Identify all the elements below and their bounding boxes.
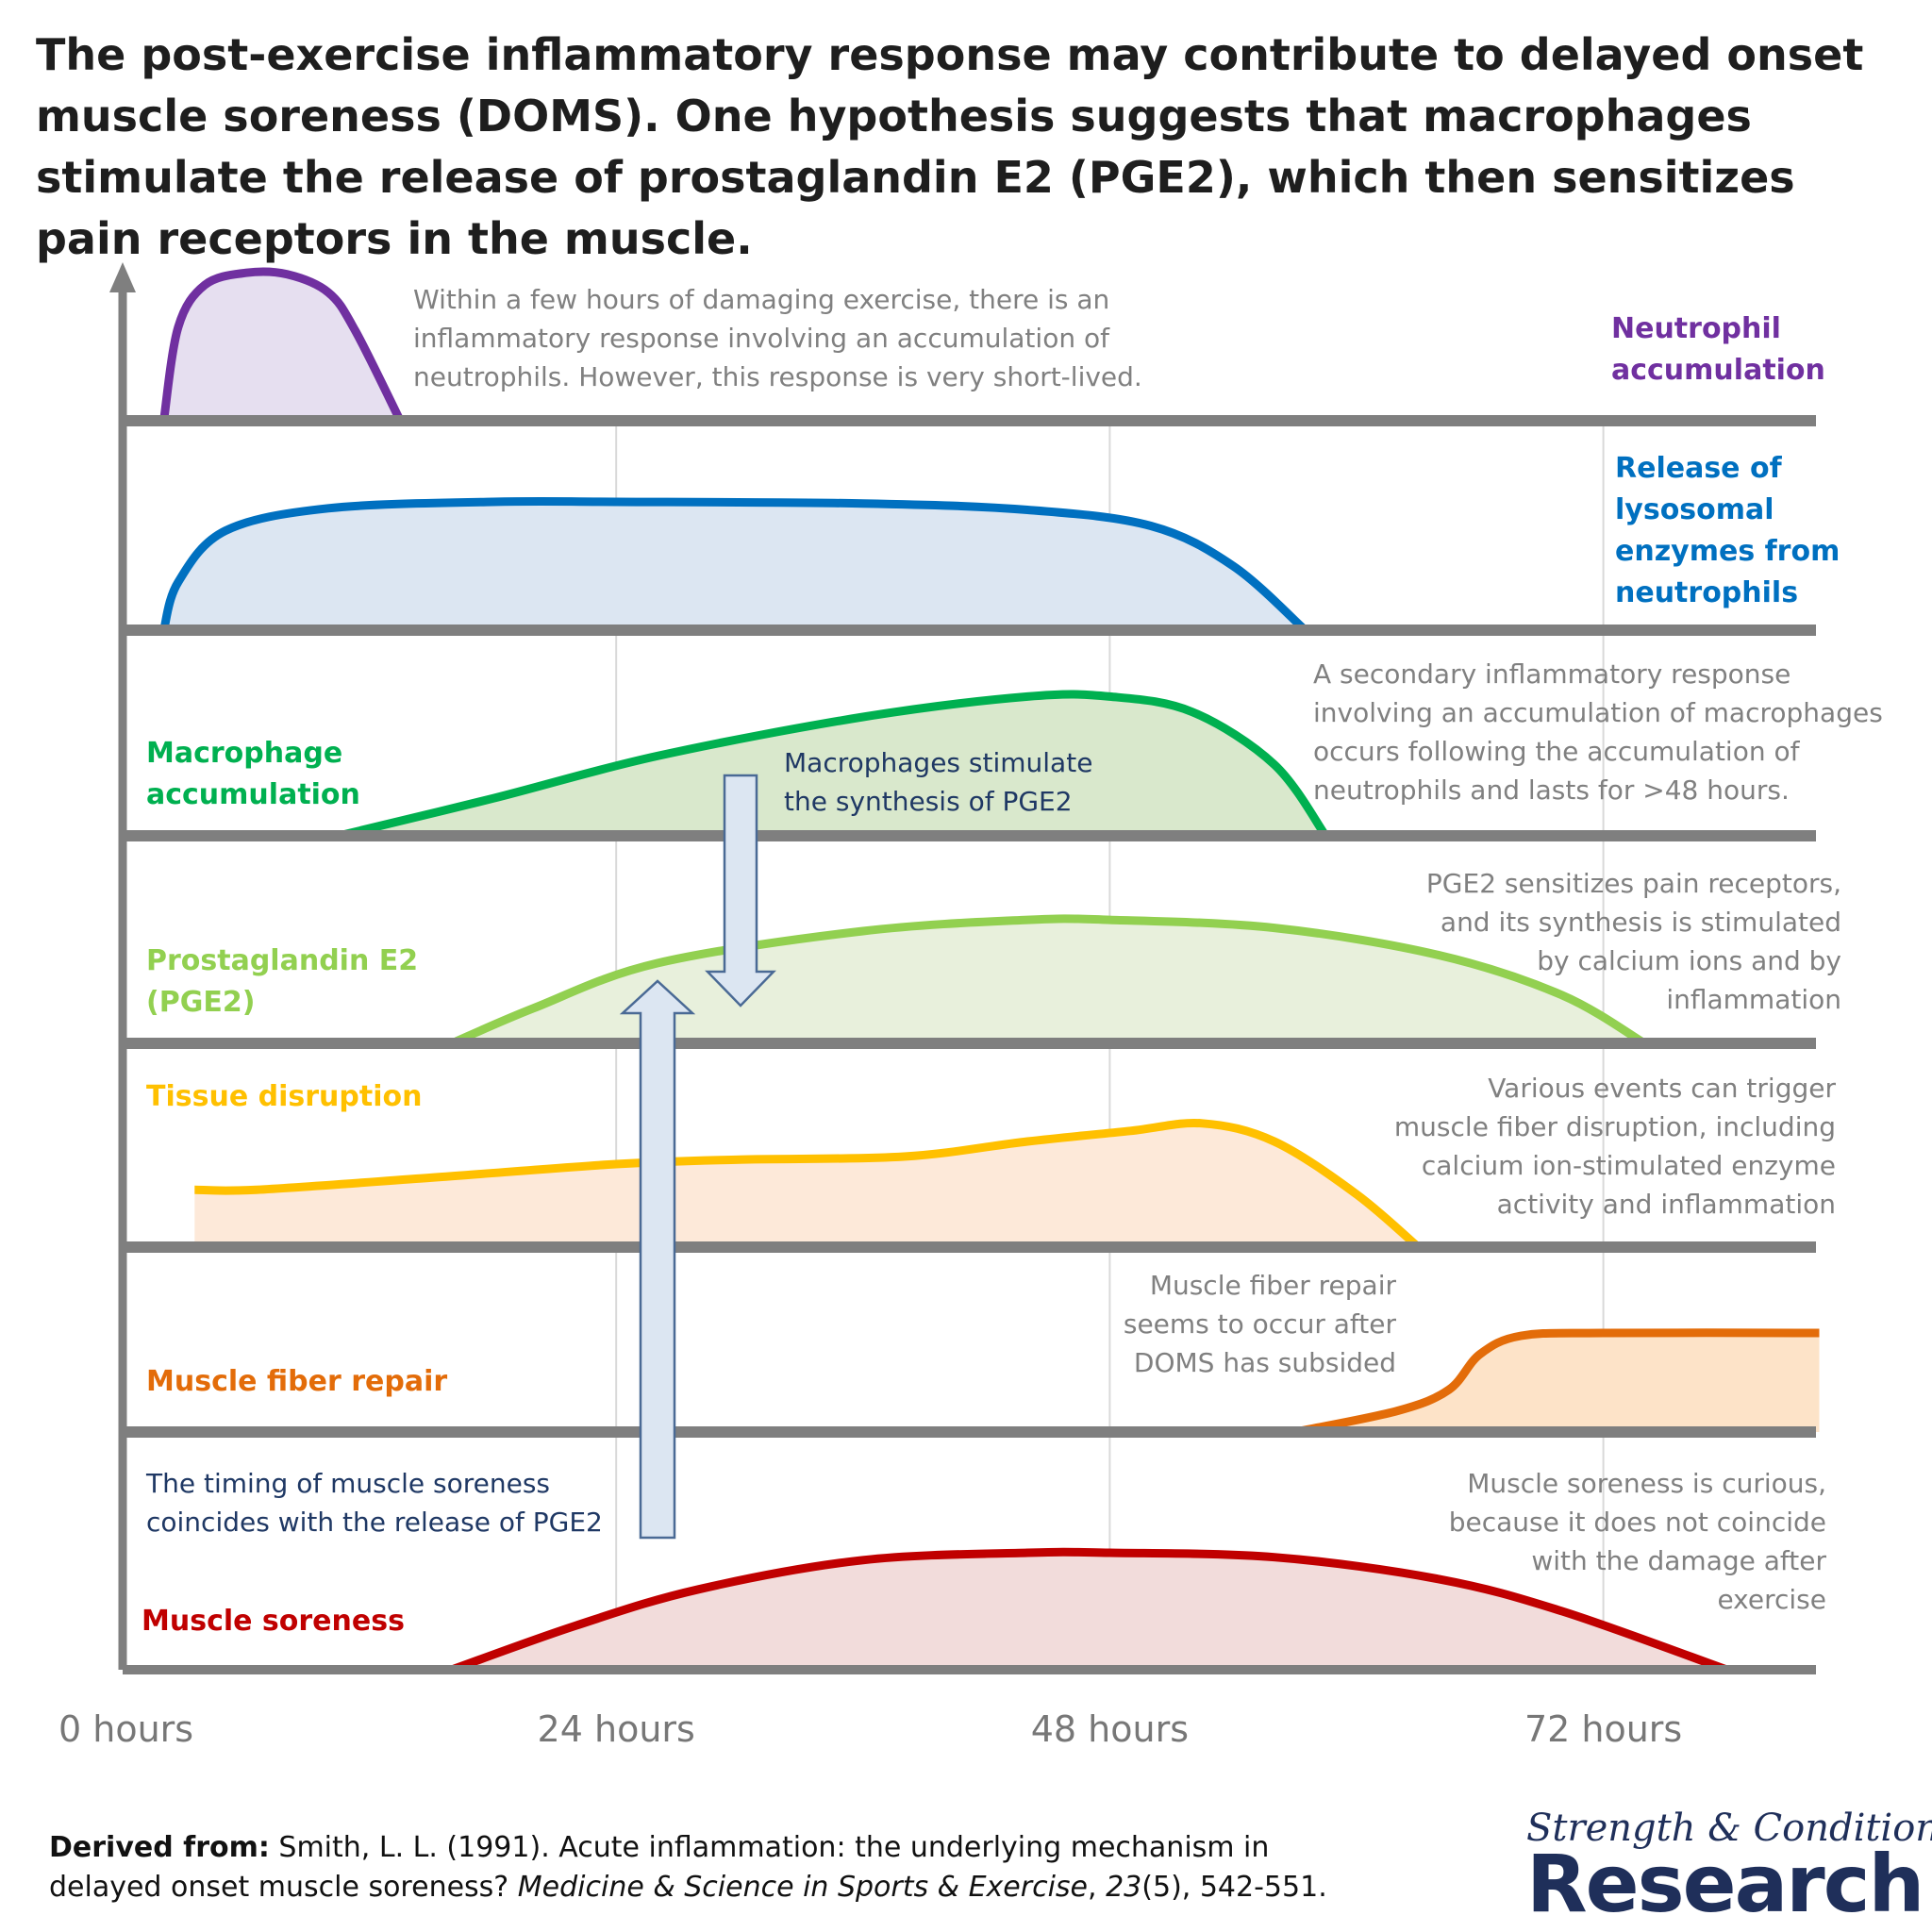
note-repair-line: DOMS has subsided	[1134, 1347, 1396, 1378]
row-label-pge2-line: Prostaglandin E2	[146, 944, 418, 977]
row-label-lysosomal-line: Release of	[1615, 452, 1783, 485]
row-label-macrophage-line: accumulation	[146, 778, 360, 811]
note-tissue-line: activity and inflammation	[1497, 1189, 1836, 1220]
row-label-lysosomal-line: lysosomal	[1615, 493, 1774, 526]
curve-fill-tissue	[194, 1123, 1419, 1247]
row-label-lysosomal: Release of lysosomal enzymes from neutrophi…	[1615, 452, 1840, 609]
note-soreness-line: exercise	[1717, 1584, 1826, 1615]
row-label-tissue: Tissue disruption	[146, 1080, 422, 1113]
note-macrophage-pge2-line: the synthesis of PGE2	[784, 786, 1073, 817]
note-pge2-line: PGE2 sensitizes pain receptors,	[1426, 868, 1841, 899]
up-arrow-pge2-to-soreness	[619, 979, 696, 1540]
row-label-repair-line: Muscle fiber repair	[146, 1365, 447, 1398]
note-pge2-line: by calcium ions and by	[1537, 945, 1841, 976]
x-axis-ticks: 0 hours 24 hours 48 hours 72 hours	[58, 1708, 1682, 1750]
brand-logo: Strength & Conditioning Research	[1526, 1807, 1932, 1930]
note-soreness-line: Muscle soreness is curious,	[1467, 1468, 1826, 1499]
note-pge2: PGE2 sensitizes pain receptors, and its s…	[1426, 868, 1841, 1015]
note-soreness: Muscle soreness is curious, because it do…	[1449, 1468, 1827, 1615]
row-label-lysosomal-line: enzymes from	[1615, 535, 1840, 568]
row-label-macrophage-line: Macrophage	[146, 737, 342, 770]
note-timing-line: The timing of muscle soreness	[145, 1468, 550, 1499]
note-repair: Muscle fiber repair seems to occur after D…	[1124, 1270, 1397, 1378]
note-macrophage: A secondary inflammatory response involvi…	[1313, 658, 1883, 806]
down-arrow-macrophage-to-pge2	[705, 774, 776, 1008]
note-macrophage-line: neutrophils and lasts for >48 hours.	[1313, 774, 1790, 806]
labels-and-notes: Neutrophil accumulation Release of lysosoma…	[142, 284, 1883, 1638]
row-label-tissue-line: Tissue disruption	[146, 1080, 422, 1113]
curve-line-soreness	[450, 1547, 1728, 1674]
citation-volume: 23	[1106, 1871, 1142, 1904]
note-tissue-line: calcium ion-stimulated enzyme	[1422, 1150, 1836, 1181]
note-macrophage-pge2-line: Macrophages stimulate	[784, 747, 1092, 778]
x-tick-label-24h: 24 hours	[538, 1708, 695, 1750]
note-pge2-line: and its synthesis is stimulated	[1441, 907, 1841, 938]
curve-line-repair	[1293, 1328, 1820, 1437]
citation: Derived from: Smith, L. L. (1991). Acute…	[49, 1828, 1351, 1907]
x-tick-label-48h: 48 hours	[1031, 1708, 1189, 1750]
note-pge2-line: inflammation	[1666, 984, 1841, 1015]
citation-journal: Medicine & Science in Sports & Exercise	[517, 1871, 1089, 1904]
x-tick-label-72h: 72 hours	[1524, 1708, 1682, 1750]
curve-fill-macrophage	[338, 694, 1326, 836]
x-tick-label-0h: 0 hours	[58, 1708, 193, 1750]
curve-fill-lysosomal	[163, 501, 1306, 630]
note-tissue-line: Various events can trigger	[1488, 1073, 1836, 1104]
curve-fill-soreness	[451, 1552, 1727, 1670]
curve-line-tissue	[194, 1118, 1422, 1251]
row-label-neutrophil-line: Neutrophil	[1611, 312, 1781, 345]
row-label-soreness-line: Muscle soreness	[142, 1605, 405, 1638]
curve-line-macrophage	[337, 690, 1330, 841]
note-macrophage-line: involving an accumulation of macrophages	[1313, 697, 1883, 728]
row-label-repair: Muscle fiber repair	[146, 1365, 447, 1398]
note-neutrophil-line: Within a few hours of damaging exercise,…	[413, 284, 1109, 315]
note-soreness-line: because it does not coincide	[1449, 1507, 1826, 1538]
brand-script-text: Strength & Conditioning	[1526, 1807, 1932, 1850]
brand-main-text: Research	[1526, 1838, 1924, 1930]
axes	[109, 262, 136, 1670]
row-baselines	[123, 415, 1816, 1674]
curve-line-pge2	[450, 914, 1647, 1048]
row-label-neutrophil-line: accumulation	[1611, 354, 1825, 387]
note-neutrophil-line: inflammatory response involving an accum…	[413, 323, 1110, 354]
row-label-lysosomal-line: neutrophils	[1615, 576, 1798, 609]
row-label-pge2: Prostaglandin E2 (PGE2)	[146, 944, 418, 1019]
citation-sep: ,	[1088, 1871, 1107, 1904]
note-repair-line: Muscle fiber repair	[1150, 1270, 1397, 1301]
citation-text: Smith, L. L. (1991). Acute inflammation:…	[49, 1831, 1270, 1904]
note-neutrophil-line: neutrophils. However, this response is v…	[413, 361, 1142, 392]
note-macrophage-line: occurs following the accumulation of	[1313, 736, 1801, 767]
row-label-soreness: Muscle soreness	[142, 1605, 405, 1638]
y-axis-arrowhead	[109, 262, 136, 292]
note-timing: The timing of muscle soreness coincides w…	[145, 1468, 603, 1538]
page-title: The post-exercise inflammatory response …	[36, 29, 1864, 264]
note-repair-line: seems to occur after	[1124, 1308, 1397, 1340]
curve-line-lysosomal	[159, 496, 1308, 634]
note-macrophage-line: A secondary inflammatory response	[1313, 658, 1790, 690]
citation-pages: (5), 542-551.	[1141, 1871, 1327, 1904]
citation-prefix: Derived from:	[49, 1831, 270, 1864]
note-timing-line: coincides with the release of PGE2	[146, 1507, 603, 1538]
note-macrophage-pge2: Macrophages stimulate the synthesis of PG…	[784, 747, 1092, 817]
note-soreness-line: with the damage after	[1531, 1545, 1826, 1576]
connector-arrows	[619, 774, 776, 1540]
note-neutrophil: Within a few hours of damaging exercise,…	[413, 284, 1142, 392]
note-tissue: Various events can trigger muscle fiber d…	[1394, 1073, 1837, 1220]
note-tissue-line: muscle fiber disruption, including	[1394, 1111, 1836, 1142]
row-label-macrophage: Macrophage accumulation	[146, 737, 360, 811]
row-label-neutrophil: Neutrophil accumulation	[1611, 312, 1825, 387]
curve-fill-repair	[1294, 1332, 1820, 1432]
row-label-pge2-line: (PGE2)	[146, 986, 255, 1019]
curve-line-neutrophil	[159, 267, 405, 424]
